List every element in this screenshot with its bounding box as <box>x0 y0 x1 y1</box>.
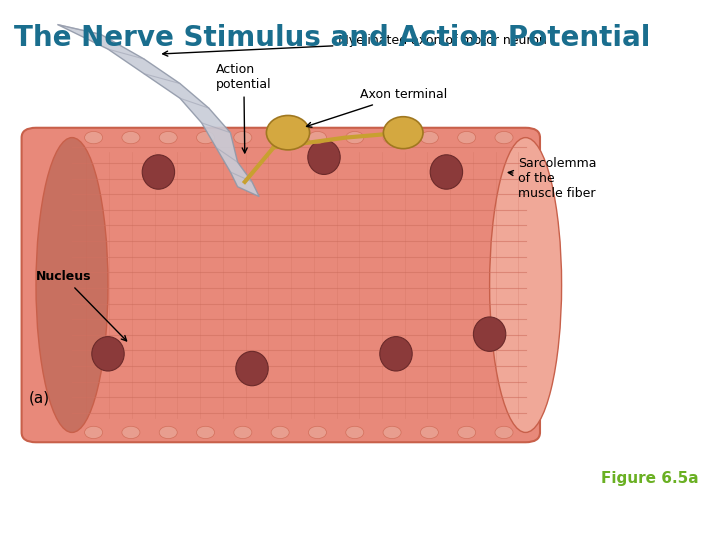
Ellipse shape <box>383 426 401 438</box>
Ellipse shape <box>85 131 103 144</box>
Text: Copyright © 2009 Pearson Education Inc.  published as Benjamin Cummings: Copyright © 2009 Pearson Education Inc. … <box>172 522 548 532</box>
Ellipse shape <box>271 131 289 144</box>
Ellipse shape <box>384 117 423 148</box>
Ellipse shape <box>495 426 513 438</box>
Ellipse shape <box>490 138 562 433</box>
Ellipse shape <box>495 131 513 144</box>
Text: Nucleus: Nucleus <box>36 270 127 341</box>
Ellipse shape <box>85 426 103 438</box>
Ellipse shape <box>92 336 125 371</box>
Ellipse shape <box>266 116 310 150</box>
FancyBboxPatch shape <box>22 128 540 442</box>
Text: Myelinated axon of motor neuron: Myelinated axon of motor neuron <box>163 34 547 56</box>
Ellipse shape <box>420 426 438 438</box>
Ellipse shape <box>122 131 140 144</box>
Text: Figure 6.5a: Figure 6.5a <box>600 471 698 486</box>
Ellipse shape <box>36 138 108 433</box>
Ellipse shape <box>383 131 401 144</box>
Ellipse shape <box>271 426 289 438</box>
Ellipse shape <box>346 426 364 438</box>
Ellipse shape <box>308 131 326 144</box>
Polygon shape <box>58 25 259 197</box>
Text: Action
potential: Action potential <box>216 64 271 153</box>
Ellipse shape <box>197 131 215 144</box>
Ellipse shape <box>380 336 413 371</box>
Ellipse shape <box>159 426 177 438</box>
Ellipse shape <box>308 140 340 174</box>
Text: The Nerve Stimulus and Action Potential: The Nerve Stimulus and Action Potential <box>14 24 651 52</box>
Ellipse shape <box>122 426 140 438</box>
Ellipse shape <box>458 426 476 438</box>
Ellipse shape <box>159 131 177 144</box>
Ellipse shape <box>474 317 505 352</box>
Ellipse shape <box>234 131 252 144</box>
Ellipse shape <box>420 131 438 144</box>
Ellipse shape <box>143 155 174 189</box>
Ellipse shape <box>346 131 364 144</box>
Ellipse shape <box>458 131 476 144</box>
Ellipse shape <box>197 426 215 438</box>
Ellipse shape <box>234 426 252 438</box>
Ellipse shape <box>308 426 326 438</box>
Text: (a): (a) <box>29 391 50 406</box>
Text: Axon terminal: Axon terminal <box>307 88 447 127</box>
Text: Sarcolemma
of the
muscle fiber: Sarcolemma of the muscle fiber <box>508 157 597 200</box>
Ellipse shape <box>431 155 462 189</box>
Ellipse shape <box>236 352 268 386</box>
